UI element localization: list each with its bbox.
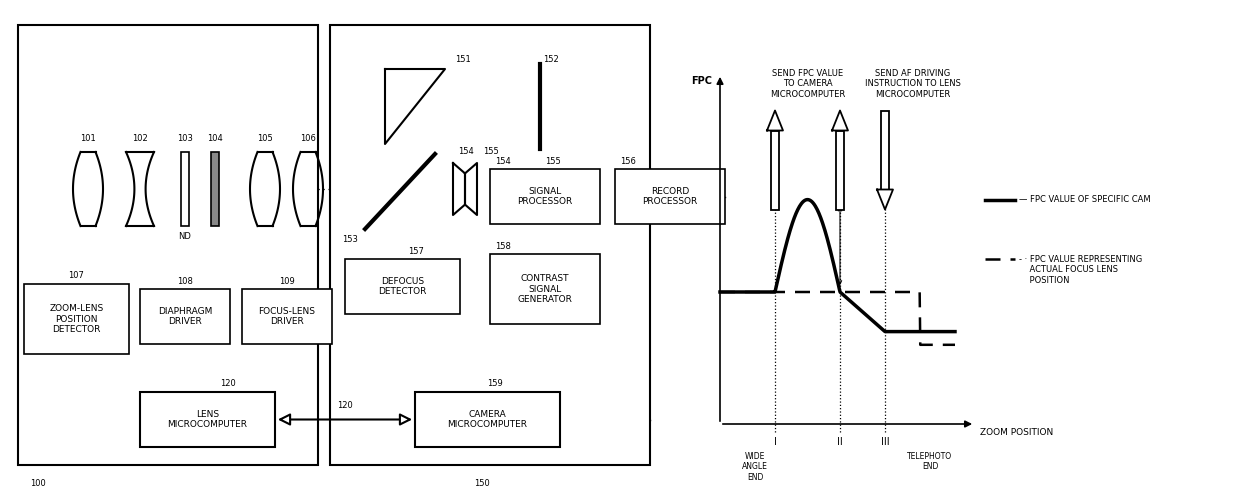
Text: SIGNAL
PROCESSOR: SIGNAL PROCESSOR	[517, 187, 573, 206]
Bar	[140, 392, 275, 447]
Bar	[490, 169, 600, 224]
Bar	[490, 254, 600, 324]
Bar	[242, 289, 332, 344]
Text: DEFOCUS
DETECTOR: DEFOCUS DETECTOR	[378, 277, 427, 296]
Text: - · FPC VALUE REPRESENTING
    ACTUAL FOCUS LENS
    POSITION: - · FPC VALUE REPRESENTING ACTUAL FOCUS …	[1019, 255, 1142, 285]
Text: III: III	[880, 437, 889, 447]
Text: DIAPHRAGM
DRIVER: DIAPHRAGM DRIVER	[157, 307, 212, 326]
Text: CONTRAST
SIGNAL
GENERATOR: CONTRAST SIGNAL GENERATOR	[517, 274, 573, 304]
Text: 120: 120	[219, 380, 236, 389]
Text: 156: 156	[620, 157, 636, 166]
Text: 100: 100	[30, 479, 46, 488]
Text: 159: 159	[487, 380, 502, 389]
Bar	[140, 289, 229, 344]
Text: II: II	[837, 437, 843, 447]
Text: 101: 101	[81, 134, 95, 143]
Text: 157: 157	[408, 247, 424, 255]
Text: 108: 108	[177, 276, 193, 285]
Text: 151: 151	[455, 54, 471, 63]
Text: 154: 154	[458, 147, 474, 156]
Text: SEND FPC VALUE
TO CAMERA
MICROCOMPUTER: SEND FPC VALUE TO CAMERA MICROCOMPUTER	[770, 69, 846, 98]
Text: RECORD
PROCESSOR: RECORD PROCESSOR	[642, 187, 698, 206]
Text: 105: 105	[257, 134, 273, 143]
Text: WIDE
ANGLE
END: WIDE ANGLE END	[742, 452, 768, 482]
Bar	[345, 259, 460, 314]
Text: FPC: FPC	[691, 76, 712, 86]
Bar	[880, 110, 889, 190]
Text: 155: 155	[484, 147, 498, 156]
Text: ND: ND	[179, 232, 191, 241]
Text: ZOOM-LENS
POSITION
DETECTOR: ZOOM-LENS POSITION DETECTOR	[50, 304, 104, 334]
Bar	[836, 131, 844, 210]
Bar	[770, 131, 780, 210]
Text: 153: 153	[342, 235, 358, 244]
Text: 109: 109	[279, 276, 295, 285]
Text: 102: 102	[133, 134, 148, 143]
Polygon shape	[877, 190, 893, 210]
Bar	[181, 152, 188, 226]
Text: 107: 107	[68, 271, 84, 280]
Text: LENS
MICROCOMPUTER: LENS MICROCOMPUTER	[167, 410, 248, 429]
Bar	[415, 392, 560, 447]
Bar	[19, 25, 317, 465]
Text: 120: 120	[337, 401, 353, 410]
Text: 152: 152	[543, 54, 559, 63]
Text: 104: 104	[207, 134, 223, 143]
Text: ZOOM POSITION: ZOOM POSITION	[980, 428, 1053, 437]
Text: 158: 158	[495, 242, 511, 250]
Text: FOCUS-LENS
DRIVER: FOCUS-LENS DRIVER	[258, 307, 315, 326]
Text: 154: 154	[495, 157, 511, 166]
Bar	[330, 25, 650, 465]
Text: CAMERA
MICROCOMPUTER: CAMERA MICROCOMPUTER	[448, 410, 527, 429]
Bar	[24, 284, 129, 354]
Polygon shape	[832, 110, 848, 131]
Text: 155: 155	[546, 157, 560, 166]
Polygon shape	[768, 110, 782, 131]
Text: 150: 150	[474, 479, 490, 488]
Text: 103: 103	[177, 134, 193, 143]
Text: SEND AF DRIVING
INSTRUCTION TO LENS
MICROCOMPUTER: SEND AF DRIVING INSTRUCTION TO LENS MICR…	[866, 69, 961, 98]
Text: TELEPHOTO
END: TELEPHOTO END	[908, 452, 952, 472]
Bar	[211, 152, 219, 226]
Text: 106: 106	[300, 134, 316, 143]
Text: I: I	[774, 437, 776, 447]
Bar	[615, 169, 725, 224]
Text: — FPC VALUE OF SPECIFIC CAM: — FPC VALUE OF SPECIFIC CAM	[1019, 195, 1151, 204]
